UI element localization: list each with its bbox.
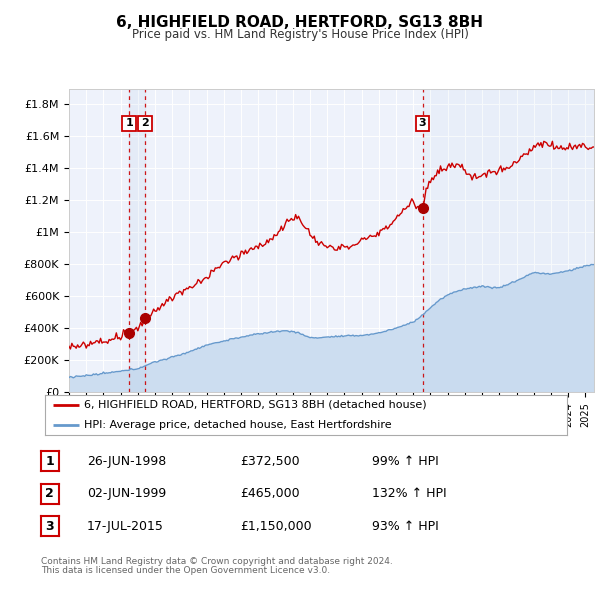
Bar [129,88,145,392]
Text: 17-JUL-2015: 17-JUL-2015 [87,520,164,533]
Text: This data is licensed under the Open Government Licence v3.0.: This data is licensed under the Open Gov… [41,566,330,575]
Text: 3: 3 [46,520,54,533]
Text: 93% ↑ HPI: 93% ↑ HPI [372,520,439,533]
Text: 2: 2 [141,119,149,129]
Text: 1: 1 [125,119,133,129]
Text: 6, HIGHFIELD ROAD, HERTFORD, SG13 8BH: 6, HIGHFIELD ROAD, HERTFORD, SG13 8BH [116,15,484,30]
Text: 1: 1 [46,455,54,468]
Text: Price paid vs. HM Land Registry's House Price Index (HPI): Price paid vs. HM Land Registry's House … [131,28,469,41]
Text: HPI: Average price, detached house, East Hertfordshire: HPI: Average price, detached house, East… [84,420,392,430]
Bar [422,88,594,392]
Text: 2: 2 [46,487,54,500]
Text: £1,150,000: £1,150,000 [240,520,311,533]
Text: 132% ↑ HPI: 132% ↑ HPI [372,487,446,500]
Text: 3: 3 [419,119,427,129]
Text: £372,500: £372,500 [240,455,299,468]
Text: £465,000: £465,000 [240,487,299,500]
Text: 6, HIGHFIELD ROAD, HERTFORD, SG13 8BH (detached house): 6, HIGHFIELD ROAD, HERTFORD, SG13 8BH (d… [84,400,427,409]
Text: 02-JUN-1999: 02-JUN-1999 [87,487,166,500]
Text: 26-JUN-1998: 26-JUN-1998 [87,455,166,468]
Text: 99% ↑ HPI: 99% ↑ HPI [372,455,439,468]
Text: Contains HM Land Registry data © Crown copyright and database right 2024.: Contains HM Land Registry data © Crown c… [41,558,392,566]
